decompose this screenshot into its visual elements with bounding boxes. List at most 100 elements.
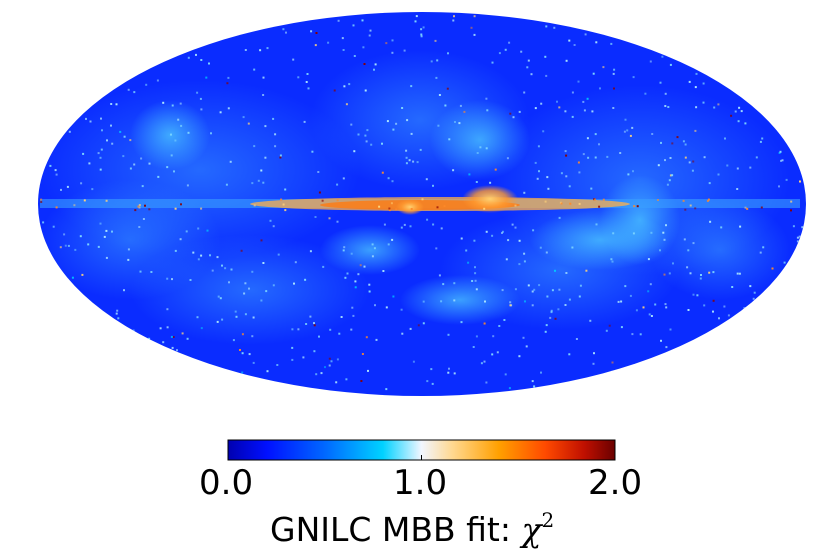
speckle (387, 243, 390, 246)
speckle (565, 175, 568, 178)
speckle (573, 44, 576, 46)
speckle (385, 388, 388, 391)
speckle (463, 110, 466, 113)
speckle (241, 352, 244, 355)
speckle (374, 304, 376, 307)
speckle (221, 264, 223, 267)
speckle (650, 315, 653, 317)
speckle (718, 317, 720, 320)
speckle (313, 324, 316, 327)
speckle (216, 256, 219, 259)
speckle (357, 273, 360, 276)
speckle (336, 220, 339, 223)
speckle (686, 266, 689, 269)
speckle (401, 332, 404, 335)
speckle (682, 199, 685, 202)
speckle (436, 206, 439, 209)
colorbar-title-text: GNILC MBB fit: (270, 510, 522, 549)
speckle (74, 248, 77, 251)
speckle (657, 199, 659, 201)
speckle (417, 324, 420, 327)
speckle (540, 371, 542, 374)
speckle (293, 282, 295, 285)
speckle (391, 180, 394, 183)
speckle (116, 309, 119, 312)
speckle (371, 255, 374, 258)
speckle (97, 245, 100, 248)
speckle (351, 306, 354, 309)
speckle (170, 133, 172, 136)
speckle (553, 26, 556, 29)
speckle (252, 361, 255, 364)
speckle (363, 265, 366, 268)
speckle (443, 205, 446, 208)
speckle (661, 55, 664, 58)
speckle (262, 76, 265, 79)
speckle (127, 248, 130, 251)
speckle (692, 242, 695, 245)
speckle (613, 68, 616, 71)
speckle (537, 145, 540, 148)
speckle (801, 226, 804, 229)
speckle (337, 19, 340, 22)
chi-symbol: χ (521, 510, 542, 549)
speckle (362, 46, 365, 49)
speckle (518, 263, 521, 266)
speckle (422, 26, 425, 29)
speckle (262, 94, 265, 96)
speckle (67, 244, 70, 247)
speckle (115, 312, 118, 315)
speckle (612, 232, 615, 235)
speckle (391, 39, 394, 42)
speckle (624, 285, 627, 288)
speckle (665, 306, 668, 309)
speckle (139, 270, 142, 273)
speckle (111, 230, 113, 233)
speckle (511, 223, 514, 226)
speckle (509, 301, 512, 304)
speckle (336, 199, 339, 202)
speckle (200, 327, 203, 330)
speckle (783, 261, 786, 264)
speckle (166, 326, 169, 329)
speckle (211, 269, 214, 272)
speckle (235, 315, 238, 318)
speckle (554, 317, 557, 320)
speckle (727, 314, 730, 317)
speckle (666, 183, 669, 186)
speckle (359, 264, 362, 267)
speckle (492, 335, 495, 338)
speckle (403, 49, 406, 52)
speckle (527, 284, 530, 287)
speckle (274, 133, 277, 136)
speckle (744, 206, 747, 209)
speckle (551, 289, 554, 292)
speckle (598, 143, 600, 146)
speckle (545, 251, 548, 254)
speckle (378, 205, 381, 208)
speckle (664, 159, 666, 162)
speckle (262, 181, 265, 184)
speckle (187, 56, 190, 59)
speckle (371, 243, 374, 246)
speckle (485, 97, 488, 100)
speckle (328, 364, 331, 367)
speckle (400, 308, 403, 311)
speckle (647, 290, 650, 293)
speckle (560, 202, 563, 205)
speckle (682, 140, 685, 143)
speckle (582, 153, 585, 156)
speckle (542, 130, 545, 133)
speckle (228, 281, 230, 284)
speckle (587, 156, 590, 159)
speckle (431, 382, 434, 385)
speckle (369, 29, 372, 32)
speckle (432, 184, 434, 187)
speckle (252, 316, 255, 319)
speckle (297, 76, 300, 79)
speckle (366, 129, 369, 132)
speckle (420, 33, 423, 36)
speckle (631, 333, 634, 336)
speckle (579, 284, 582, 287)
speckle (662, 231, 665, 234)
